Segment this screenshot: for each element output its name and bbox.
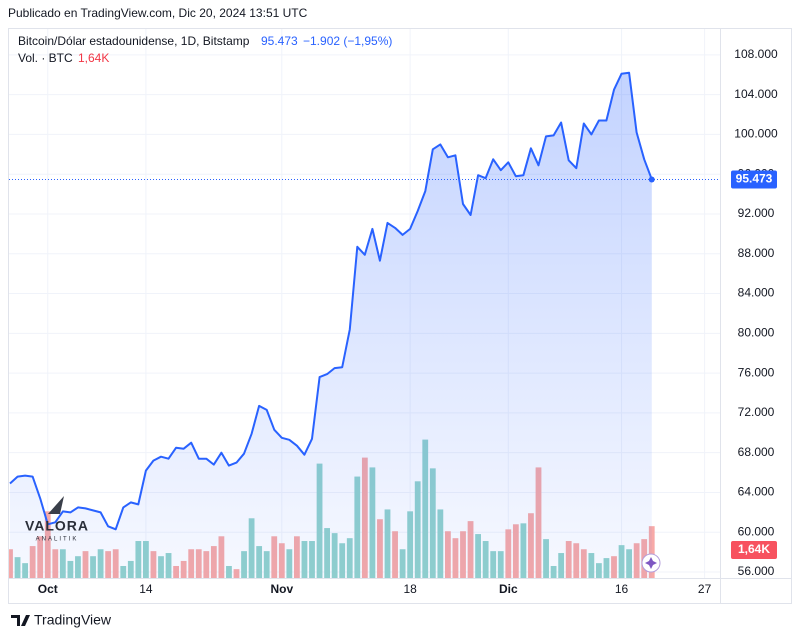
x-tick-label: Nov — [270, 582, 293, 596]
y-tick-label: 88.000 — [738, 246, 775, 260]
y-tick-label: 56.000 — [738, 564, 775, 578]
y-tick-label: 108.000 — [734, 47, 778, 61]
brand-logo — [11, 615, 30, 626]
x-tick-label: Oct — [38, 582, 58, 596]
volume-label: 1,64K — [738, 542, 770, 556]
volume-title: Vol. · BTC — [18, 51, 73, 65]
watermark: VALORA ANALITIK — [25, 496, 89, 543]
y-tick-label: 100.000 — [734, 127, 778, 141]
volume-value: 1,64K — [78, 51, 109, 65]
y-tick-label: 60.000 — [738, 524, 775, 538]
price-area — [9, 71, 655, 578]
brand-name: TradingView — [34, 612, 112, 628]
watermark-name: VALORA — [25, 518, 89, 534]
last-price: 95.473 — [261, 34, 298, 48]
watermark-tagline: ANALITIK — [36, 537, 79, 543]
chart-title: Bitcoin/Dólar estadounidense, 1D, Bitsta… — [18, 34, 250, 48]
price-change: −1.902 (−1,95%) — [303, 34, 392, 48]
icon-star — [645, 557, 657, 569]
y-tick-label: 64.000 — [738, 485, 775, 499]
x-tick-label: Dic — [499, 582, 518, 596]
price-line — [9, 71, 653, 531]
price-area — [10, 72, 652, 578]
y-tick-label: 84.000 — [738, 286, 775, 300]
y-tick-label: 80.000 — [738, 326, 775, 340]
y-tick-label: 92.000 — [738, 206, 775, 220]
y-tick-label: 72.000 — [738, 405, 775, 419]
axes: 56.000 60.000 64.000 68.000 72.000 76.000 80.0… — [9, 47, 778, 596]
chart-frame — [8, 28, 792, 604]
watermark-logo — [48, 496, 64, 514]
last-price-label: 95.473 — [736, 172, 773, 186]
y-tick-label: 104.000 — [734, 87, 778, 101]
indicator-icon[interactable] — [641, 553, 661, 573]
x-tick-label: 14 — [139, 582, 153, 596]
x-tick-label: 16 — [615, 582, 629, 596]
volume-box — [731, 541, 777, 559]
x-tick-label: 27 — [698, 582, 712, 596]
footer: TradingView — [11, 612, 112, 628]
x-tick-label: 18 — [403, 582, 417, 596]
last-price-box — [731, 170, 777, 189]
y-tick-label: 68.000 — [738, 445, 775, 459]
published-note: Publicado en TradingView.com, Dic 20, 20… — [8, 6, 308, 20]
y-tick-label: 76.000 — [738, 365, 775, 379]
